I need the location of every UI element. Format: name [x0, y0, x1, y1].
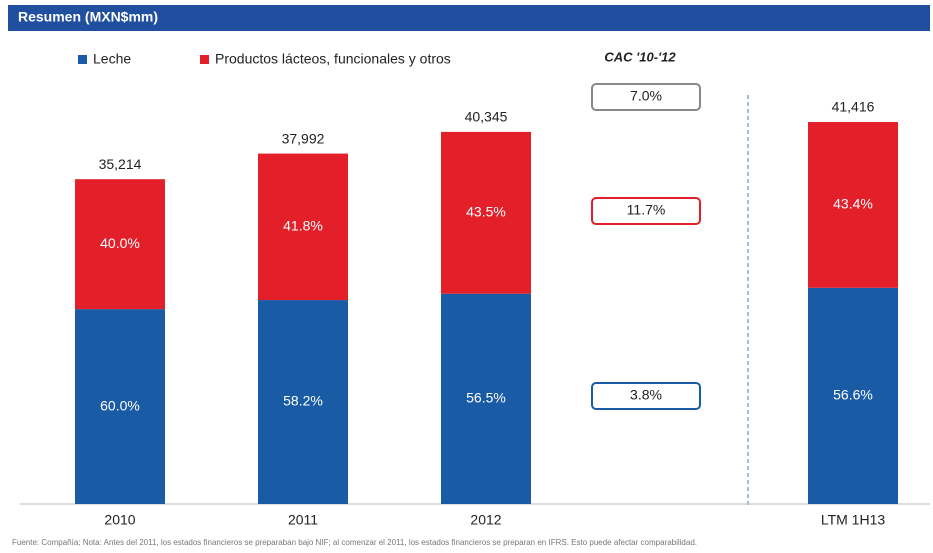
cagr-box: [591, 197, 701, 225]
cagr-title: CAC '10-'12: [604, 49, 676, 64]
cagr-label: 11.7%: [627, 202, 666, 218]
legend-label: Productos lácteos, funcionales y otros: [215, 51, 451, 67]
x-tick-label: 2010: [104, 512, 135, 528]
segment-label: 43.4%: [833, 196, 873, 212]
legend-swatch: [200, 55, 209, 64]
total-label: 35,214: [99, 156, 142, 172]
bar-segment: [808, 122, 898, 288]
x-tick-label: 2011: [288, 512, 318, 528]
segment-label: 41.8%: [283, 218, 323, 234]
bar-segment: [258, 300, 348, 504]
bar-segment: [441, 131, 531, 294]
segment-label: 43.5%: [466, 204, 506, 220]
segment-label: 56.5%: [466, 390, 506, 406]
legend-label: Leche: [93, 51, 131, 67]
cagr-box: [591, 83, 701, 111]
legend-swatch: [78, 55, 87, 64]
footnote: Fuente: Compañía; Nota: Antes del 2011, …: [12, 538, 697, 547]
bar-segment: [75, 309, 165, 504]
total-label: 41,416: [832, 99, 875, 115]
bar-segment: [75, 179, 165, 310]
segment-label: 56.6%: [833, 387, 873, 403]
chart-title: Resumen (MXN$mm): [18, 9, 158, 25]
bar-segment: [808, 287, 898, 504]
segment-label: 40.0%: [100, 235, 140, 251]
segment-label: 60.0%: [100, 397, 140, 413]
cagr-box: [591, 382, 701, 410]
cagr-label: 7.0%: [630, 88, 662, 104]
total-label: 37,992: [282, 130, 325, 146]
bar-segment: [441, 293, 531, 504]
x-tick-label: LTM 1H13: [821, 512, 886, 528]
cagr-label: 3.8%: [630, 387, 662, 403]
segment-label: 58.2%: [283, 393, 323, 409]
x-tick-label: 2012: [470, 512, 501, 528]
header-bar: [8, 5, 930, 31]
bar-segment: [258, 153, 348, 301]
total-label: 40,345: [465, 109, 508, 125]
